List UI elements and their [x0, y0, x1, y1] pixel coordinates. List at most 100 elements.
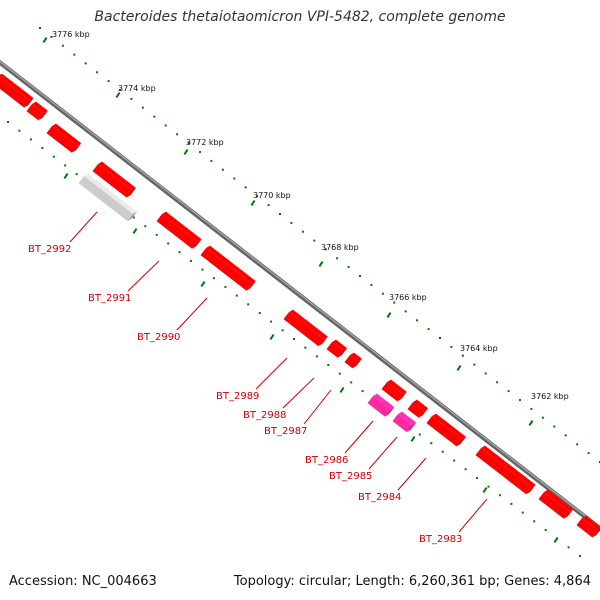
gene-feature[interactable]	[576, 515, 600, 538]
outer-ruler-dot	[73, 53, 76, 56]
outer-ruler-dot	[279, 213, 281, 215]
inner-ruler-dot	[52, 155, 55, 158]
gene-feature-rna[interactable]	[392, 411, 417, 433]
accession-text: Accession: NC_004663	[9, 574, 157, 589]
outer-ruler-dot	[439, 337, 441, 339]
gene-leader-line	[176, 297, 208, 331]
inner-major-tick	[269, 334, 275, 340]
outer-ruler-dot	[301, 230, 304, 233]
inner-ruler-dot	[7, 121, 9, 123]
outer-ruler-dot	[244, 186, 247, 189]
outer-ruler-dot	[393, 301, 396, 304]
inner-ruler-dot	[533, 520, 536, 523]
gene-feature[interactable]	[538, 489, 574, 519]
inner-ruler-dot	[544, 529, 547, 531]
outer-ruler-dot	[130, 97, 133, 100]
outer-major-tick	[386, 312, 392, 318]
outer-ruler-dot	[427, 328, 430, 331]
inner-ruler-dot	[281, 329, 284, 332]
gene-feature[interactable]	[0, 73, 34, 108]
inner-ruler-dot	[567, 546, 570, 549]
gene-feature-pseudo[interactable]	[78, 173, 138, 222]
gene-label-BT_2987[interactable]: BT_2987	[264, 426, 307, 437]
ruler-tick-label: 3774 kbp	[118, 84, 156, 93]
outer-ruler-dot	[107, 80, 110, 83]
ruler-tick-label: 3768 kbp	[321, 243, 359, 252]
gene-leader-line	[458, 498, 488, 533]
gene-feature[interactable]	[92, 161, 137, 198]
gene-label-BT_2984[interactable]: BT_2984	[358, 492, 401, 503]
outer-ruler-dot	[564, 434, 567, 437]
outer-ruler-dot	[587, 452, 590, 455]
gene-feature[interactable]	[326, 339, 348, 358]
outer-ruler-dot	[50, 35, 53, 38]
outer-ruler-dot	[176, 133, 179, 136]
outer-ruler-dot	[290, 221, 293, 224]
outer-ruler-dot	[96, 71, 99, 74]
gene-label-BT_2988[interactable]: BT_2988	[243, 410, 286, 421]
gene-feature[interactable]	[283, 309, 328, 347]
inner-ruler-dot	[212, 277, 215, 280]
gene-label-BT_2991[interactable]: BT_2991	[88, 293, 131, 304]
genome-summary-text: Topology: circular; Length: 6,260,361 bp…	[233, 574, 591, 589]
gene-leader-line	[368, 436, 398, 470]
gene-label-BT_2990[interactable]: BT_2990	[137, 332, 180, 343]
gene-feature[interactable]	[344, 352, 362, 369]
outer-ruler-dot	[519, 399, 521, 401]
outer-ruler-dot	[164, 124, 167, 127]
inner-ruler-dot	[418, 433, 421, 436]
gene-feature[interactable]	[46, 123, 82, 153]
inner-ruler-dot	[247, 303, 250, 306]
outer-ruler-dot	[187, 142, 190, 145]
gene-feature[interactable]	[475, 445, 536, 495]
gene-feature[interactable]	[200, 245, 256, 291]
inner-ruler-dot	[315, 355, 318, 358]
gene-leader-line	[69, 211, 98, 243]
ruler-tick-label: 3772 kbp	[186, 138, 224, 147]
gene-leader-line	[397, 457, 427, 491]
gene-label-BT_2992[interactable]: BT_2992	[28, 244, 71, 255]
gene-label-BT_2985[interactable]: BT_2985	[329, 471, 372, 482]
outer-ruler-dot	[61, 44, 64, 47]
gene-feature[interactable]	[156, 211, 202, 249]
outer-ruler-dot	[313, 239, 316, 242]
inner-major-tick	[553, 537, 559, 543]
inner-ruler-dot	[167, 242, 170, 245]
gene-feature-rna[interactable]	[367, 393, 395, 417]
outer-major-tick	[183, 149, 189, 155]
gene-label-BT_2989[interactable]: BT_2989	[216, 391, 259, 402]
gene-label-BT_2983[interactable]: BT_2983	[419, 534, 462, 545]
gene-feature[interactable]	[426, 413, 467, 447]
inner-ruler-dot	[453, 459, 456, 462]
inner-ruler-dot	[178, 251, 181, 254]
inner-ruler-dot	[293, 338, 295, 340]
genome-backbone-highlight	[0, 60, 600, 529]
gene-feature[interactable]	[26, 101, 48, 121]
label-layer: BT_2992 BT_2991 BT_2990 BT_2989 BT_2988 BT_29…	[28, 211, 488, 545]
gene-feature[interactable]	[407, 399, 429, 418]
outer-ruler-dot	[199, 151, 201, 153]
ruler-tick-label: 3762 kbp	[531, 392, 569, 401]
inner-ruler-dot	[132, 216, 135, 219]
inner-ruler-dot	[304, 346, 307, 349]
ruler-tick-label: 3770 kbp	[253, 191, 291, 200]
outer-major-tick	[456, 365, 462, 371]
outer-ruler-dot	[530, 407, 533, 410]
inner-major-tick	[482, 487, 488, 493]
outer-ruler-dot	[153, 115, 156, 118]
gene-leader-line	[255, 357, 288, 390]
ruler-tick-label: 3766 kbp	[389, 293, 427, 302]
inner-ruler-dot	[487, 485, 490, 488]
inner-ruler-dot	[430, 442, 433, 445]
ruler-tick-label: 3776 kbp	[52, 30, 90, 39]
inner-ruler-dot	[327, 364, 330, 366]
inner-major-tick	[200, 281, 206, 287]
outer-ruler-dot	[233, 177, 236, 180]
gene-feature[interactable]	[381, 379, 407, 402]
outer-ruler-dot	[359, 275, 361, 277]
outer-ruler-dot	[381, 292, 384, 295]
gene-label-BT_2986[interactable]: BT_2986	[305, 455, 348, 466]
inner-major-tick	[410, 436, 416, 442]
inner-ruler-dot	[350, 381, 353, 384]
